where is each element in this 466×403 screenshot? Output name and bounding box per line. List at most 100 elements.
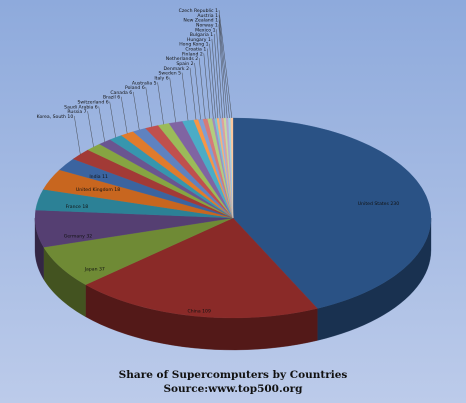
- slice: [232, 117, 432, 309]
- label-name: Italy: [154, 75, 164, 81]
- data-label: France 18: [66, 204, 89, 210]
- label-value: 11: [102, 173, 108, 179]
- data-label: China 109: [188, 308, 211, 314]
- slice: [230, 117, 234, 219]
- data-label: Spain 2: [176, 61, 193, 67]
- labels: United States 230 China 109 Japan 37 German…: [37, 8, 400, 314]
- chart-title: Share of Supercomputers by Countries: [119, 369, 348, 381]
- leader-line: [109, 101, 116, 138]
- label-value: 2: [200, 51, 203, 57]
- label-name: China: [188, 308, 201, 314]
- label-value: 18: [82, 204, 88, 210]
- chart-subtitle: Source:www.top500.org: [163, 383, 303, 395]
- data-label: Sweden 5: [158, 70, 181, 76]
- leader-line: [181, 72, 189, 121]
- label-name: United States: [358, 201, 390, 207]
- data-label: Hungary 1: [187, 36, 211, 42]
- leader-line: [198, 58, 206, 120]
- label-value: 1: [215, 12, 218, 18]
- label-value: 1: [215, 8, 218, 14]
- label-name: Spain: [176, 61, 189, 67]
- data-label: Korea, South 10: [37, 114, 74, 120]
- label-name: Netherlands: [166, 56, 195, 62]
- label-name: New Zealand: [183, 17, 213, 23]
- label-name: Poland: [125, 85, 140, 91]
- data-label: Norway 1: [196, 22, 218, 28]
- leader-line: [133, 91, 140, 130]
- data-label: Hong Kong 1: [179, 41, 208, 47]
- data-label: Germany 32: [64, 233, 93, 239]
- label-name: Germany: [64, 233, 85, 239]
- label-value: 2: [195, 56, 198, 62]
- data-label: Japan 37: [84, 266, 105, 272]
- label-name: Austria: [197, 12, 213, 18]
- leader-line: [169, 77, 176, 123]
- data-label: Czech Republic 1: [179, 8, 218, 14]
- leader-line: [207, 48, 214, 119]
- label-value: 18: [114, 186, 120, 192]
- label-name: Croatia: [185, 46, 202, 52]
- data-label: Denmark 2: [163, 65, 189, 71]
- leader-line: [121, 96, 128, 134]
- label-value: 6: [129, 89, 132, 95]
- leader-line: [218, 14, 230, 119]
- leader-line: [216, 29, 223, 119]
- label-name: Hong Kong: [179, 41, 204, 47]
- data-label: Croatia 1: [185, 46, 206, 52]
- data-label: Saudi Arabia 6: [64, 104, 98, 110]
- leader-line: [218, 24, 226, 119]
- label-value: 1: [208, 36, 211, 42]
- leader-line: [214, 34, 221, 119]
- data-label: United Kingdom 18: [76, 186, 120, 192]
- label-value: 10: [67, 114, 73, 120]
- leader-line: [98, 106, 105, 142]
- label-name: Norway: [196, 22, 214, 28]
- data-label: Poland 6: [125, 85, 145, 91]
- label-name: United Kingdom: [76, 186, 113, 192]
- label-value: 6: [117, 94, 120, 100]
- label-value: 1: [206, 41, 209, 47]
- label-name: Czech Republic: [179, 8, 214, 14]
- label-value: 6: [166, 75, 169, 81]
- pie-tops: [34, 117, 432, 319]
- label-name: Sweden: [158, 70, 176, 76]
- data-label: Bulgaria 1: [190, 32, 214, 38]
- label-name: India: [89, 173, 100, 179]
- label-value: 32: [86, 233, 92, 239]
- label-value: 6: [95, 104, 98, 110]
- label-value: 1: [215, 17, 218, 23]
- label-value: 5: [178, 70, 181, 76]
- leader-line: [218, 19, 228, 119]
- leader-line: [189, 67, 197, 120]
- label-value: 109: [202, 308, 211, 314]
- data-label: Switzerland 6: [77, 99, 108, 105]
- leader-line: [218, 9, 233, 119]
- label-name: Denmark: [163, 65, 184, 71]
- data-label: Canada 6: [110, 89, 132, 95]
- data-label: Russia 7: [67, 109, 86, 115]
- leader-line: [203, 53, 210, 119]
- data-label: Austria 1: [197, 12, 218, 18]
- label-value: 5: [154, 80, 157, 86]
- leader-line: [87, 111, 94, 148]
- data-label: Netherlands 2: [166, 56, 198, 62]
- label-name: Finland: [182, 51, 198, 57]
- leader-line: [194, 62, 201, 120]
- leader-line: [157, 82, 164, 125]
- data-label: Mexico 1: [195, 27, 216, 33]
- label-name: Mexico: [195, 27, 211, 33]
- label-name: Hungary: [187, 36, 207, 42]
- label-value: 6: [106, 99, 109, 105]
- label-value: 37: [99, 266, 105, 272]
- label-name: Russia: [67, 109, 82, 115]
- label-name: Korea, South: [37, 114, 66, 120]
- label-name: Australia: [132, 80, 153, 86]
- label-name: Saudi Arabia: [64, 104, 93, 110]
- label-name: Switzerland: [77, 99, 104, 105]
- label-value: 2: [191, 61, 194, 67]
- label-value: 2: [186, 65, 189, 71]
- label-name: Canada: [110, 89, 128, 95]
- data-label: Australia 5: [132, 80, 157, 86]
- leader-line: [209, 43, 216, 119]
